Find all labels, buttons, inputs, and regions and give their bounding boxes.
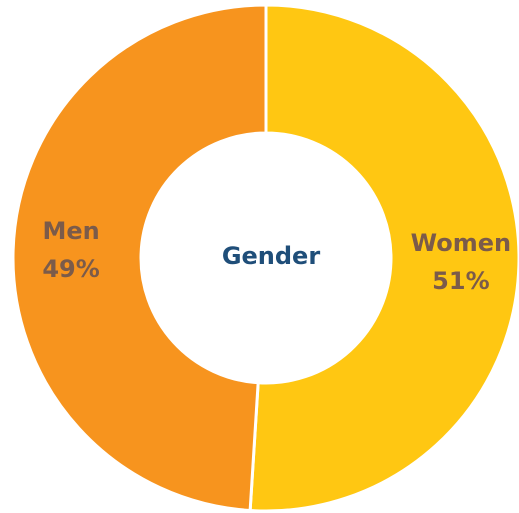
slice-value: 51% xyxy=(432,267,489,295)
slice-name: Men xyxy=(42,217,99,245)
slice-name: Women xyxy=(411,229,511,257)
slice-value: 49% xyxy=(42,255,99,283)
slice xyxy=(11,3,268,513)
slice xyxy=(248,3,519,513)
center-label: Gender xyxy=(222,242,321,270)
